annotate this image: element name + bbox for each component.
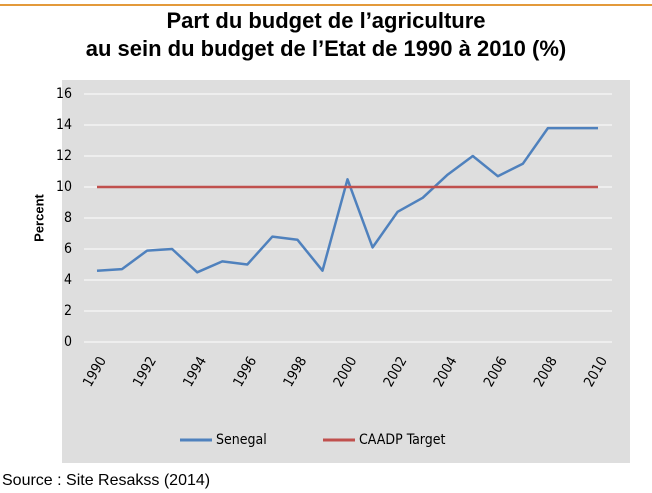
y-tick-label: 16 [56, 86, 72, 102]
chart-subtitle: au sein du budget de l’Etat de 1990 à 20… [86, 36, 566, 61]
y-axis-label: Percent [31, 193, 46, 241]
y-tick-label: 10 [56, 179, 72, 195]
series-line [96, 126, 598, 274]
y-tick-label: 0 [64, 334, 72, 350]
chart-background [62, 80, 630, 463]
legend-label: Senegal [216, 432, 267, 448]
y-tick-label: 12 [56, 148, 72, 164]
legend-label: CAADP Target [359, 432, 445, 448]
y-tick-label: 2 [64, 303, 72, 319]
chart-title: Part du budget de l’agriculture [166, 8, 485, 33]
y-tick-label: 14 [56, 117, 72, 133]
source: Source : Site Resakss (2014) [2, 472, 210, 489]
y-tick-label: 6 [64, 241, 72, 257]
y-tick-label: 4 [64, 272, 72, 288]
y-tick-label: 8 [64, 210, 72, 226]
